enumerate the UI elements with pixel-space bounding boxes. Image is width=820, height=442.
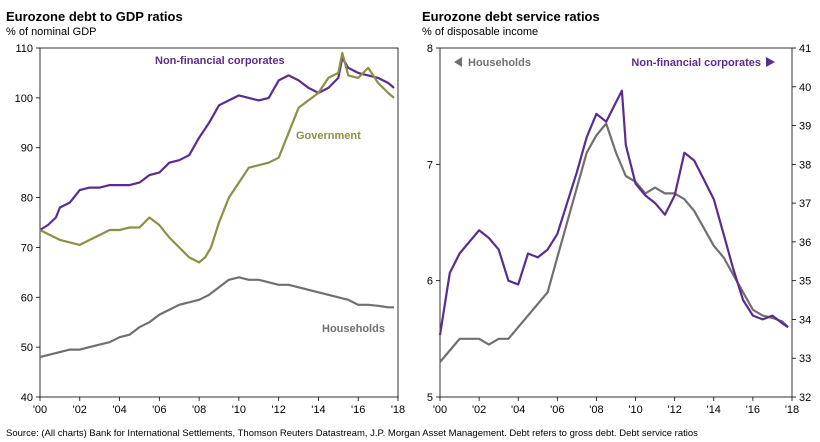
chart1-ytick-label: 50 bbox=[21, 342, 33, 354]
chart2-title: Eurozone debt service ratios bbox=[422, 9, 600, 24]
chart1-ytick-label: 70 bbox=[21, 242, 33, 254]
chart1-ytick-label: 40 bbox=[21, 392, 33, 404]
chart2-xtick-label: '00 bbox=[433, 404, 447, 416]
chart2-right-ytick-label: 36 bbox=[799, 237, 811, 249]
legend-households: Households bbox=[468, 57, 531, 69]
chart2-xtick-label: '16 bbox=[746, 404, 760, 416]
chart1-xtick-label: '00 bbox=[33, 404, 47, 416]
chart2-left-ytick-label: 5 bbox=[427, 392, 433, 404]
source-note: Source: (All charts) Bank for Internatio… bbox=[6, 428, 698, 439]
chart2-right-ytick-label: 38 bbox=[799, 159, 811, 171]
chart1-plot-frame bbox=[39, 47, 399, 398]
chart1-ytick-label: 90 bbox=[21, 143, 33, 155]
chart1-xtick-label: '08 bbox=[192, 404, 206, 416]
chart1-ytick-label: 110 bbox=[15, 43, 33, 55]
debt-to-gdp-chart: 40 50 60 70 80 90 100 110 '00 '02 '04 '06 '08 '10 '12… bbox=[15, 43, 406, 416]
chart2-right-ytick-label: 34 bbox=[799, 314, 811, 326]
chart1-xtick-label: '16 bbox=[351, 404, 365, 416]
chart2-right-ytick-label: 35 bbox=[799, 276, 811, 288]
chart1-title: Eurozone debt to GDP ratios bbox=[6, 9, 183, 24]
left-arrow-icon bbox=[454, 57, 462, 67]
label-government: Government bbox=[296, 130, 361, 142]
chart1-series-line-2 bbox=[39, 276, 394, 359]
chart2-right-ytick-label: 39 bbox=[799, 121, 811, 133]
legend-non-financial-corporates: Non-financial corporates bbox=[631, 57, 761, 69]
chart1-xtick-label: '18 bbox=[391, 404, 405, 416]
chart1-xtick-label: '04 bbox=[112, 404, 126, 416]
chart2-xtick-label: '08 bbox=[589, 404, 603, 416]
chart2-xtick-label: '12 bbox=[667, 404, 681, 416]
chart1-xtick-label: '06 bbox=[152, 404, 166, 416]
chart2-left-ytick-label: 7 bbox=[427, 159, 433, 171]
chart2-xtick-label: '04 bbox=[511, 404, 525, 416]
chart2-xtick-label: '06 bbox=[550, 404, 564, 416]
chart2-series-line-0 bbox=[439, 122, 789, 363]
chart1-subtitle: % of nominal GDP bbox=[6, 26, 97, 38]
chart1-ytick-label: 80 bbox=[21, 193, 33, 205]
debt-service-chart: 5 6 7 8 32 33 34 35 36 37 38 39 40 41 '00 '02 '04 '06 '0… bbox=[427, 43, 811, 416]
chart2-right-ytick-label: 41 bbox=[799, 43, 811, 55]
chart2-right-ytick-label: 33 bbox=[799, 353, 811, 365]
chart1-ytick-label: 60 bbox=[21, 292, 33, 304]
chart1-xtick-label: '02 bbox=[73, 404, 87, 416]
chart2-xtick-label: '14 bbox=[707, 404, 721, 416]
chart2-right-ytick-label: 37 bbox=[799, 198, 811, 210]
right-arrow-icon bbox=[766, 57, 775, 67]
chart2-left-ytick-label: 6 bbox=[427, 276, 433, 288]
chart1-series-line-1 bbox=[39, 51, 395, 264]
chart2-plot-frame bbox=[439, 47, 793, 398]
chart2-xtick-label: '02 bbox=[472, 404, 486, 416]
chart1-series-line-0 bbox=[39, 56, 395, 231]
chart1-ytick-label: 100 bbox=[15, 93, 33, 105]
chart2-right-ytick-label: 40 bbox=[799, 82, 811, 94]
chart1-xtick-label: '14 bbox=[311, 404, 325, 416]
chart1-xtick-label: '10 bbox=[232, 404, 246, 416]
label-non-financial-corporates: Non-financial corporates bbox=[155, 55, 285, 67]
chart1-xtick-label: '12 bbox=[271, 404, 285, 416]
chart2-right-ytick-label: 32 bbox=[799, 392, 811, 404]
chart2-subtitle: % of disposable income bbox=[422, 26, 539, 38]
chart2-xtick-label: '10 bbox=[628, 404, 642, 416]
chart2-xtick-label: '18 bbox=[785, 404, 799, 416]
chart2-left-ytick-label: 8 bbox=[427, 43, 433, 55]
chart2-series-line-1 bbox=[438, 89, 789, 336]
label-households: Households bbox=[322, 323, 385, 335]
